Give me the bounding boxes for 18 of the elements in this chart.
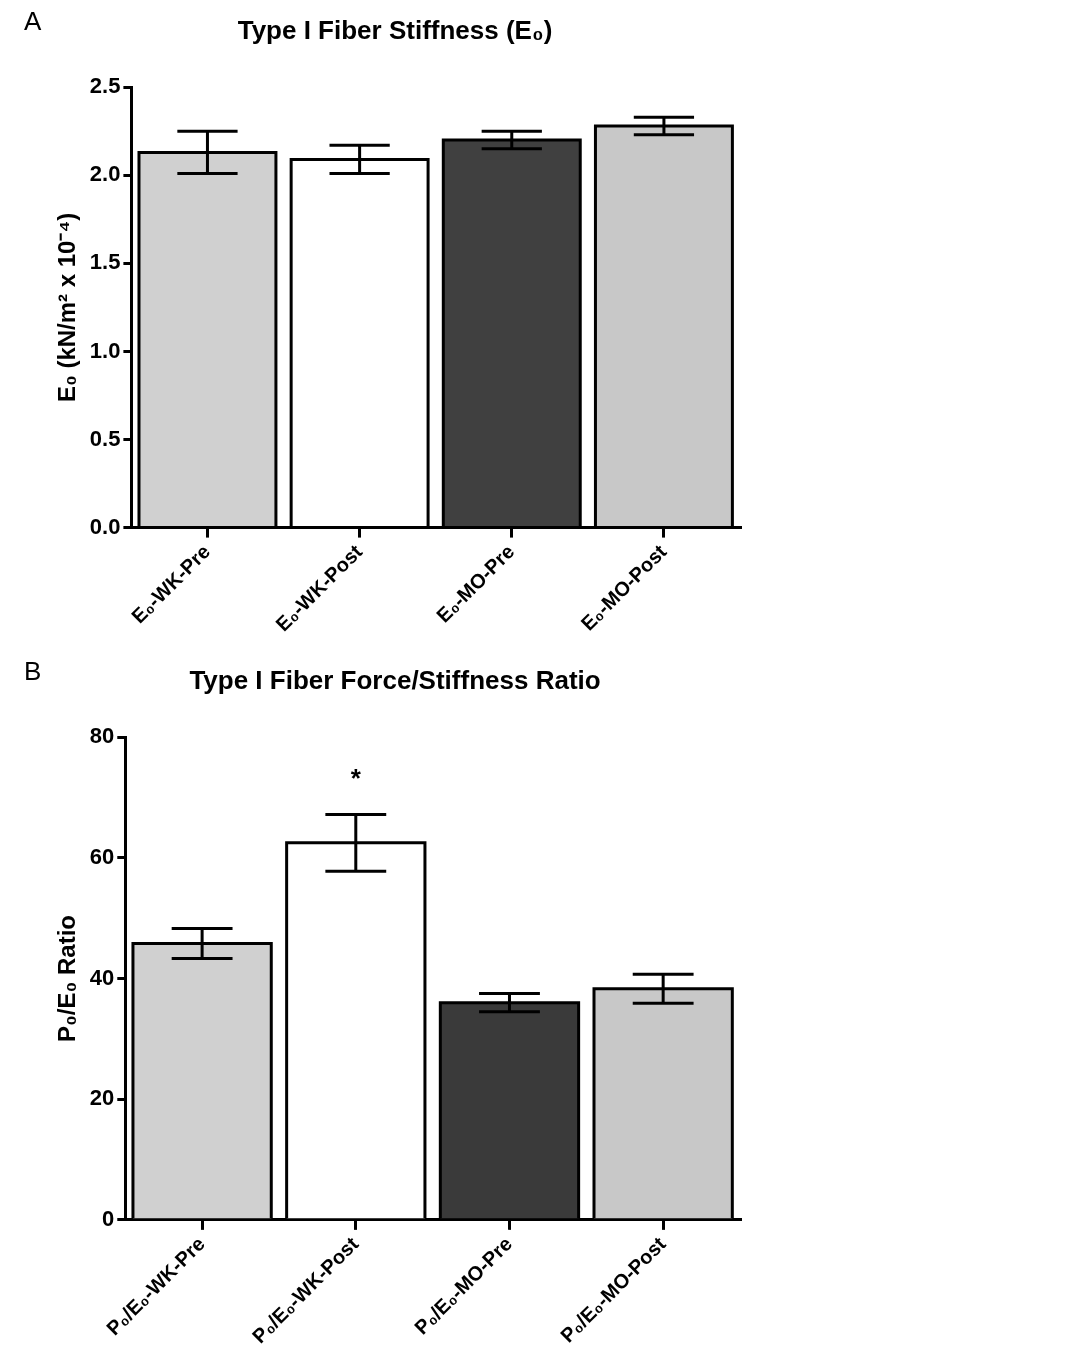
chart-title: Type I Fiber Force/Stiffness Ratio	[189, 664, 601, 695]
y-tick-label: 0	[102, 1205, 115, 1231]
y-tick-label: 2.5	[89, 73, 121, 99]
text: A	[24, 6, 42, 37]
y-axis-title: P₀/E₀ Ratio	[53, 915, 81, 1043]
y-tick-label: 80	[89, 723, 115, 749]
chart-title: Type I Fiber Stiffness (E₀)	[237, 14, 553, 45]
annotation: *	[350, 762, 362, 793]
y-tick-label: 60	[89, 843, 115, 869]
y-axis-title: E₀ (kN/m² x 10⁻⁴)	[53, 212, 81, 403]
y-tick-label: 40	[89, 964, 115, 990]
y-tick-label: 0.0	[89, 513, 121, 539]
y-tick-label: 1.0	[89, 337, 121, 363]
text: B	[24, 656, 42, 687]
y-tick-label: 0.5	[89, 425, 121, 451]
y-tick-label: 20	[89, 1085, 115, 1111]
y-tick-label: 2.0	[89, 161, 121, 187]
y-tick-label: 1.5	[89, 249, 121, 275]
